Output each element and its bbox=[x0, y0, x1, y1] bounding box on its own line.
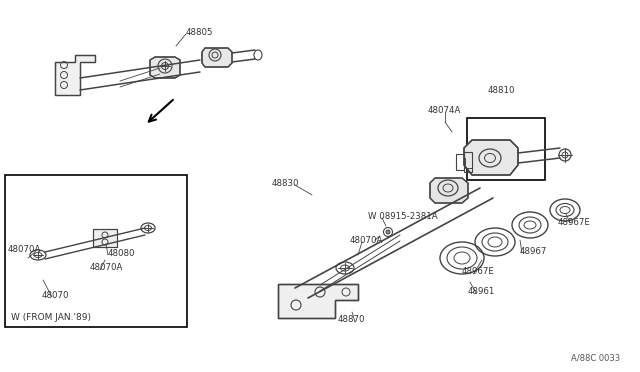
Text: 48830: 48830 bbox=[272, 179, 300, 187]
Text: 48070A: 48070A bbox=[8, 246, 42, 254]
Ellipse shape bbox=[386, 230, 390, 234]
Text: A/88C 0033: A/88C 0033 bbox=[571, 353, 620, 362]
Text: 48967E: 48967E bbox=[558, 218, 591, 227]
Polygon shape bbox=[93, 229, 117, 247]
Bar bbox=[5, 175, 187, 327]
Polygon shape bbox=[464, 140, 518, 175]
Text: 48961: 48961 bbox=[468, 288, 495, 296]
Polygon shape bbox=[202, 48, 232, 67]
Text: 48870: 48870 bbox=[338, 315, 365, 324]
Text: 48070A: 48070A bbox=[90, 263, 124, 273]
Text: 48070: 48070 bbox=[42, 291, 70, 299]
Text: 48074A: 48074A bbox=[428, 106, 461, 115]
Text: 48805: 48805 bbox=[186, 28, 214, 36]
Text: 48080: 48080 bbox=[108, 248, 136, 257]
Polygon shape bbox=[430, 178, 468, 203]
Text: W (FROM JAN.'89): W (FROM JAN.'89) bbox=[11, 312, 91, 321]
Polygon shape bbox=[278, 284, 358, 318]
Text: 48967E: 48967E bbox=[462, 267, 495, 276]
Text: 48967: 48967 bbox=[520, 247, 547, 257]
Bar bbox=[467, 118, 545, 180]
Text: 48810: 48810 bbox=[488, 86, 515, 94]
Polygon shape bbox=[150, 57, 180, 78]
Text: 48070A: 48070A bbox=[350, 235, 383, 244]
Text: W 08915-2381A: W 08915-2381A bbox=[368, 212, 438, 221]
Polygon shape bbox=[55, 55, 95, 95]
